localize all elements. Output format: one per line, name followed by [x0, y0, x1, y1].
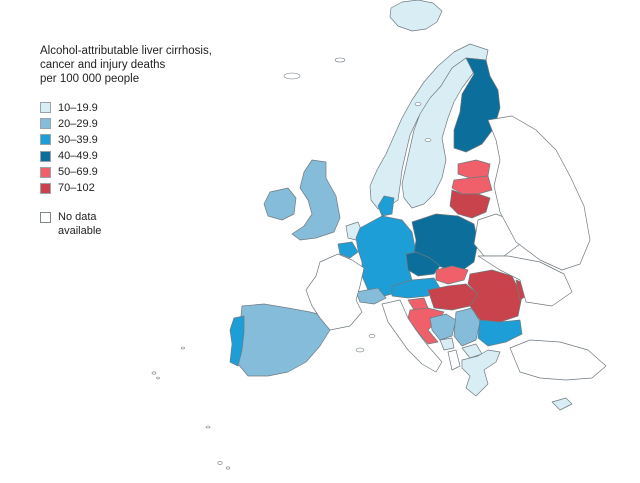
legend-title: Alcohol-attributable liver cirrhosis, ca…: [40, 45, 212, 85]
island-shape: [368, 334, 376, 338]
island-shapes: [151, 57, 432, 470]
country-sweden: [401, 57, 475, 209]
legend-swatch-50-69: [40, 166, 51, 178]
legend-label-20-29: 20–29.9: [58, 117, 98, 130]
country-iceland: [389, 0, 443, 32]
legend-swatch-no-data: [40, 211, 51, 223]
legend-item-no-data: No data available: [40, 210, 280, 238]
country-latvia: [451, 175, 493, 195]
legend-item-20-29: 20–29.9: [40, 116, 280, 131]
map-legend: Alcohol-attributable liver cirrhosis, ca…: [40, 44, 280, 238]
island-shape: [424, 138, 432, 142]
country-bulgaria: [477, 319, 523, 347]
island-shape: [205, 425, 211, 429]
island-shape: [217, 461, 223, 465]
country-united-kingdom: [291, 159, 341, 241]
country-denmark: [377, 195, 395, 217]
legend-item-10-19: 10–19.9: [40, 100, 280, 115]
country-estonia: [457, 159, 491, 179]
legend-label-40-49: 40–49.9: [58, 150, 98, 163]
island-shape: [156, 376, 160, 380]
country-shapes: [229, 0, 607, 411]
country-italy: [381, 299, 443, 373]
legend-swatch-30-39: [40, 134, 51, 146]
legend-item-30-39: 30–39.9: [40, 132, 280, 147]
legend-bins: 10–19.9 20–29.9 30–39.9 40–49.9 50–69.9 …: [40, 100, 280, 196]
legend-label-no-data: No data available: [58, 210, 102, 237]
country-albania: [447, 349, 461, 371]
island-shape: [151, 371, 157, 375]
legend-label-30-39: 30–39.9: [58, 133, 98, 146]
legend-swatch-20-29: [40, 118, 51, 130]
legend-swatch-70-102: [40, 182, 51, 194]
country-france: [305, 253, 365, 331]
island-shape: [225, 466, 231, 470]
country-switzerland: [355, 287, 387, 305]
country-portugal: [229, 315, 245, 367]
country-slovakia: [435, 265, 469, 285]
country-greece: [461, 349, 501, 397]
legend-label-70-102: 70–102: [58, 182, 95, 195]
country-russia: [487, 115, 591, 271]
country-bosnia-and-herzegovina: [429, 313, 457, 341]
country-ukraine: [477, 255, 573, 307]
legend-item-50-69: 50–69.9: [40, 165, 280, 180]
legend-swatch-10-19: [40, 102, 51, 113]
country-ireland: [263, 187, 297, 221]
country-spain: [235, 303, 331, 377]
legend-swatch-40-49: [40, 150, 51, 162]
island-shape: [283, 72, 301, 80]
island-shape: [355, 347, 365, 353]
island-shape: [181, 346, 185, 350]
country-turkey: [509, 339, 607, 381]
country-cyprus: [551, 397, 573, 411]
country-montenegro: [439, 337, 455, 351]
legend-label-50-69: 50–69.9: [58, 166, 98, 179]
island-shape: [334, 57, 346, 63]
country-belgium: [337, 241, 359, 259]
country-finland: [453, 57, 501, 153]
legend-item-70-102: 70–102: [40, 181, 280, 196]
island-shape: [414, 102, 422, 106]
legend-item-40-49: 40–49.9: [40, 149, 280, 164]
country-lithuania: [449, 189, 491, 219]
legend-label-10-19: 10–19.9: [58, 101, 98, 114]
